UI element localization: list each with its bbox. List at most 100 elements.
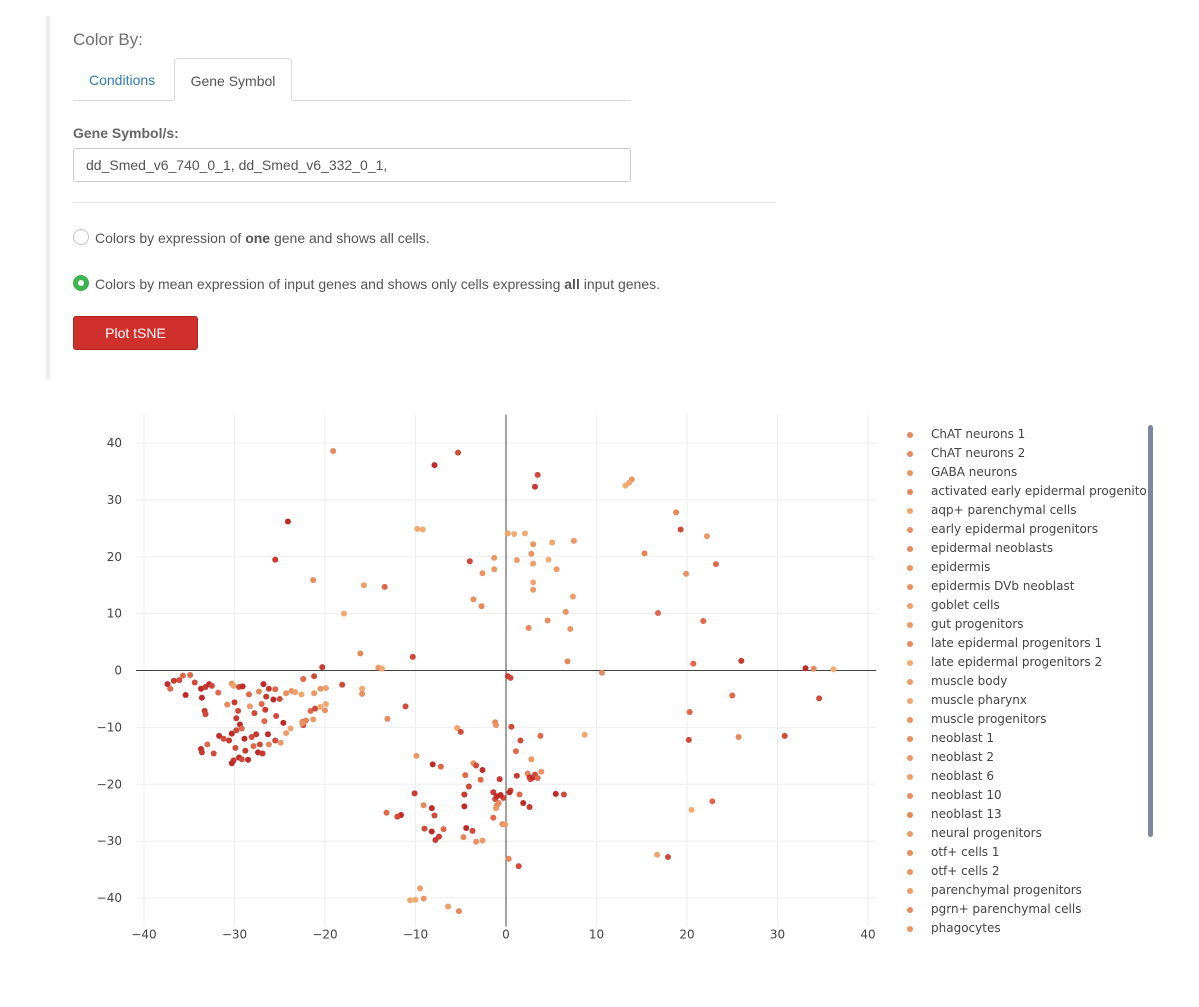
scatter-point (560, 791, 567, 798)
legend-label: neoblast 10 (931, 788, 1002, 802)
scatter-point (272, 556, 279, 563)
scatter-point (440, 826, 447, 833)
option-one-gene-label: Colors by expression of one gene and sho… (95, 230, 430, 246)
plot-tsne-button[interactable]: Plot tSNE (73, 316, 198, 350)
scatter-point (245, 691, 252, 698)
scatter-point (530, 586, 537, 593)
gene-symbol-input[interactable] (73, 148, 631, 182)
legend-label: epidermal neoblasts (931, 541, 1054, 555)
scatter-point (673, 509, 680, 516)
scatter-point (513, 557, 520, 564)
scatter-point (164, 681, 171, 688)
scatter-point (322, 701, 329, 708)
x-tick-label: 0 (502, 927, 510, 941)
scatter-point (545, 556, 552, 563)
scatter-point (461, 803, 468, 810)
scatter-point (525, 624, 532, 631)
legend-label: aqp+ parenchymal cells (931, 503, 1077, 517)
scatter-point (655, 610, 662, 617)
scatter-point (466, 558, 473, 565)
scatter-point (413, 752, 420, 759)
legend-marker (907, 470, 913, 476)
legend-scrollbar[interactable] (1148, 425, 1153, 837)
plot-legend: ChAT neurons 1 ChAT neurons 2 GABA neurons… (900, 426, 1146, 936)
tab-conditions[interactable]: Conditions (89, 72, 156, 88)
legend-label: muscle progenitors (931, 712, 1047, 726)
scatter-point (664, 854, 671, 861)
scatter-point (477, 776, 484, 783)
scatter-point (170, 677, 177, 684)
legend-label: neoblast 2 (931, 750, 995, 764)
radio-mean-expression[interactable] (73, 275, 89, 291)
scatter-point (496, 776, 503, 783)
tsne-scatter-plot[interactable]: −40 −30 −20 −10 0 10 20 30 40 40 30 20 10 0 −10 −20 −30 −… (0, 400, 900, 1000)
scatter-point (641, 550, 648, 557)
scatter-point (530, 579, 537, 586)
legend-marker (907, 736, 913, 742)
scatter-point (553, 566, 560, 573)
scatter-point (215, 689, 222, 696)
scatter-point (202, 711, 209, 718)
scatter-point (280, 719, 287, 726)
y-tick-label: −40 (97, 891, 122, 905)
scatter-point (490, 814, 497, 821)
scatter-point (512, 748, 519, 755)
legend-marker (907, 451, 913, 457)
legend-label: activated early epidermal progenitors (931, 484, 1146, 498)
color-by-tabs: Conditions Gene Symbol (73, 58, 631, 101)
scatter-point (198, 685, 205, 692)
scatter-point (414, 525, 421, 532)
scatter-point (272, 686, 279, 693)
scatter-point (654, 851, 661, 858)
legend-marker (907, 603, 913, 609)
scatter-point (307, 707, 314, 714)
scatter-point (265, 685, 272, 692)
scatter-point (208, 682, 215, 689)
scatter-point (299, 720, 306, 727)
color-by-panel (46, 16, 810, 379)
legend-label: otf+ cells 1 (931, 845, 1000, 859)
legend-marker (907, 793, 913, 799)
scatter-point (470, 596, 477, 603)
scatter-point (478, 603, 485, 610)
legend-marker (907, 546, 913, 552)
scatter-point (802, 665, 809, 672)
tab-gene-symbol[interactable]: Gene Symbol (174, 58, 292, 101)
scatter-point (428, 828, 435, 835)
legend-marker (907, 698, 913, 704)
y-tick-label: −10 (97, 720, 122, 734)
legend-label: neoblast 6 (931, 769, 995, 783)
scatter-point (522, 530, 529, 537)
scatter-point (712, 561, 719, 568)
scatter-point (526, 804, 533, 810)
scatter-point (409, 653, 416, 660)
scatter-point (528, 756, 535, 763)
scatter-point (411, 790, 418, 797)
scatter-point (420, 895, 427, 902)
scatter-point (686, 709, 693, 716)
legend-label: late epidermal progenitors 1 (931, 636, 1103, 650)
legend-marker (907, 888, 913, 894)
scatter-point (479, 767, 486, 774)
scatter-point (298, 691, 305, 698)
legend-label: late epidermal progenitors 2 (931, 655, 1103, 669)
scatter-point (537, 732, 544, 739)
scatter-point (412, 896, 419, 903)
scatter-point (683, 570, 690, 577)
scatter-point (528, 550, 535, 557)
scatter-point (276, 695, 283, 702)
scatter-point (339, 681, 346, 688)
scatter-point (264, 731, 271, 738)
legend-label: goblet cells (931, 598, 1000, 612)
x-tick-label: −20 (312, 927, 337, 941)
scatter-point (677, 526, 684, 533)
scatter-point (507, 674, 514, 681)
scatter-point (272, 737, 279, 744)
scatter-point (198, 694, 205, 701)
scatter-point (781, 732, 788, 739)
radio-one-gene[interactable] (73, 229, 89, 245)
legend-label: muscle pharynx (931, 693, 1027, 707)
scatter-point (479, 837, 486, 844)
scatter-point (311, 673, 318, 680)
scatter-point (473, 762, 480, 769)
